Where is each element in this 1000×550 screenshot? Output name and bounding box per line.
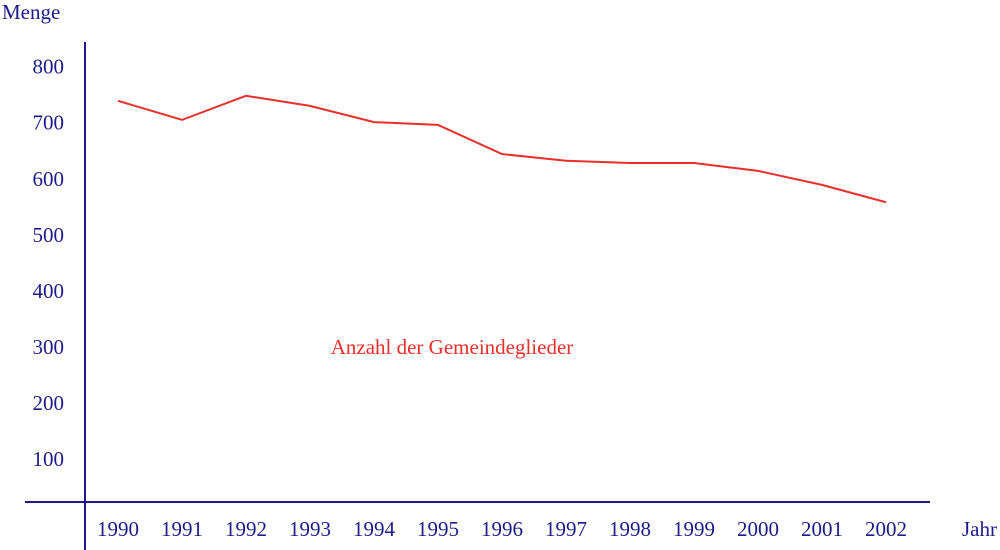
x-tick-label: 1992 — [225, 517, 267, 541]
y-tick-label: 100 — [33, 447, 65, 471]
y-tick-label: 200 — [33, 391, 65, 415]
annotation: Anzahl der Gemeindeglieder — [331, 335, 574, 359]
x-tick-label: 1995 — [417, 517, 459, 541]
y-axis-label: Menge — [2, 0, 60, 24]
x-tick-label: 1998 — [609, 517, 651, 541]
x-tick-label: 1997 — [545, 517, 587, 541]
y-tick-label: 500 — [33, 223, 65, 247]
x-tick-label: 1990 — [97, 517, 139, 541]
data-line — [117, 94, 887, 204]
y-tick-label: 600 — [33, 167, 65, 191]
y-tick-label: 300 — [33, 335, 65, 359]
x-tick-label: 1996 — [481, 517, 523, 541]
y-tick-label: 700 — [33, 111, 65, 135]
x-tick-label: 1993 — [289, 517, 331, 541]
x-tick-label: 2001 — [801, 517, 843, 541]
x-tick-label: 1994 — [353, 517, 396, 541]
x-axis-label: Jahr — [962, 517, 997, 541]
x-tick-label: 2000 — [737, 517, 779, 541]
y-tick-label: 800 — [33, 55, 65, 79]
x-tick-label: 1991 — [161, 517, 203, 541]
y-tick-label: 400 — [33, 279, 65, 303]
x-tick-label: 2002 — [865, 517, 907, 541]
x-tick-label: 1999 — [673, 517, 715, 541]
